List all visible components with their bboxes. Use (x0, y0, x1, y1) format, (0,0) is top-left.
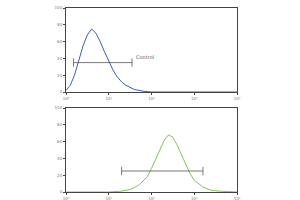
svg-text:10¹: 10¹ (105, 96, 112, 101)
svg-text:60: 60 (57, 39, 63, 44)
svg-text:10²: 10² (148, 196, 155, 200)
svg-text:10⁴: 10⁴ (234, 196, 241, 200)
svg-text:100: 100 (55, 105, 63, 110)
svg-text:10²: 10² (148, 96, 155, 101)
svg-text:100: 100 (55, 5, 63, 10)
svg-text:80: 80 (57, 122, 63, 127)
svg-text:10³: 10³ (191, 96, 198, 101)
svg-text:20: 20 (57, 173, 63, 178)
svg-text:10⁴: 10⁴ (234, 96, 241, 101)
svg-text:10⁰: 10⁰ (63, 196, 70, 200)
svg-text:80: 80 (57, 22, 63, 27)
svg-text:10⁰: 10⁰ (63, 96, 70, 101)
svg-text:20: 20 (57, 73, 63, 78)
svg-text:Control: Control (136, 54, 154, 60)
svg-text:40: 40 (57, 56, 63, 61)
svg-text:60: 60 (57, 139, 63, 144)
svg-text:0: 0 (60, 89, 63, 94)
svg-text:40: 40 (57, 156, 63, 161)
svg-text:0: 0 (60, 189, 63, 194)
svg-text:10³: 10³ (191, 196, 198, 200)
svg-text:10¹: 10¹ (105, 196, 112, 200)
